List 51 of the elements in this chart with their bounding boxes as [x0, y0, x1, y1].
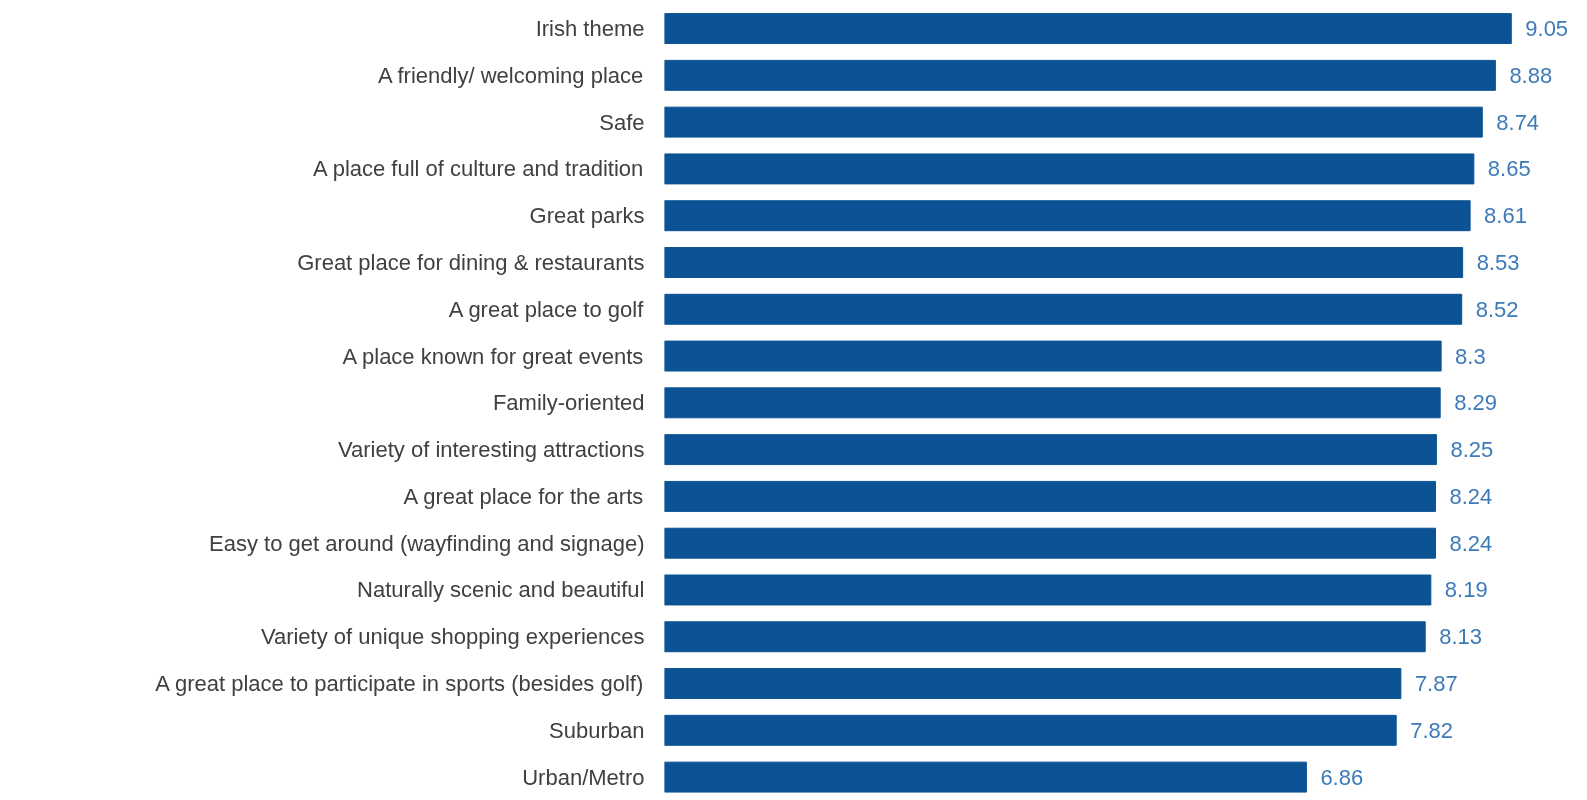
data-label: 8.88: [1509, 62, 1553, 88]
y-tick-label: A place known for great events: [342, 343, 644, 369]
y-tick-label: A great place to participate in sports (besides golf): [155, 671, 644, 697]
data-label: 8.52: [1475, 296, 1519, 322]
y-tick-label: Great place for dining & restaurants: [297, 249, 645, 275]
y-tick-label: Naturally scenic and beautiful: [357, 577, 645, 603]
data-label: 8.65: [1487, 156, 1531, 182]
y-tick-label: Safe: [599, 109, 645, 135]
bar: [664, 153, 1475, 185]
bar: [664, 293, 1463, 325]
y-tick-label: Urban/Metro: [522, 764, 645, 790]
y-tick-label: Variety of interesting attractions: [337, 437, 645, 463]
bar: [664, 387, 1441, 419]
bar: [664, 714, 1397, 746]
bar: [664, 13, 1512, 45]
y-tick-label: Suburban: [549, 717, 645, 743]
bar: [664, 59, 1496, 91]
bar: [664, 761, 1307, 793]
data-label: 7.87: [1414, 671, 1458, 697]
data-label: 8.29: [1454, 390, 1498, 416]
y-tick-label: A great place for the arts: [403, 483, 644, 509]
bar: [664, 247, 1464, 278]
y-tick-label: Variety of unique shopping experiences: [260, 624, 645, 650]
bar: [664, 200, 1471, 232]
data-label: 8.25: [1450, 437, 1494, 463]
bar: [664, 527, 1436, 559]
data-label: 8.19: [1444, 577, 1488, 603]
data-label: 7.82: [1410, 717, 1454, 743]
y-tick-label: Great parks: [529, 203, 645, 229]
bar: [664, 340, 1442, 372]
y-tick-label: Easy to get around (wayfinding and signage): [209, 530, 645, 556]
data-label: 8.74: [1496, 109, 1540, 135]
data-label: 8.13: [1439, 624, 1483, 650]
data-label: 6.86: [1320, 764, 1364, 790]
y-tick-label: A great place to golf: [448, 296, 645, 322]
bar: [664, 574, 1432, 606]
bar: [664, 668, 1402, 700]
data-label: 9.05: [1525, 16, 1569, 42]
data-label: 8.53: [1476, 249, 1520, 275]
data-label: 8.3: [1455, 343, 1486, 369]
bar: [664, 434, 1437, 466]
bar: [664, 106, 1483, 138]
data-label: 8.24: [1449, 483, 1493, 509]
bar: [664, 621, 1426, 653]
y-tick-label: Irish theme: [535, 16, 645, 42]
bar: [664, 480, 1436, 512]
data-label: 8.24: [1449, 530, 1493, 556]
y-tick-label: Family-oriented: [492, 390, 645, 416]
data-label: 8.61: [1484, 203, 1527, 229]
y-tick-label: A friendly/ welcoming place: [377, 62, 644, 88]
y-tick-label: A place full of culture and tradition: [313, 156, 644, 182]
